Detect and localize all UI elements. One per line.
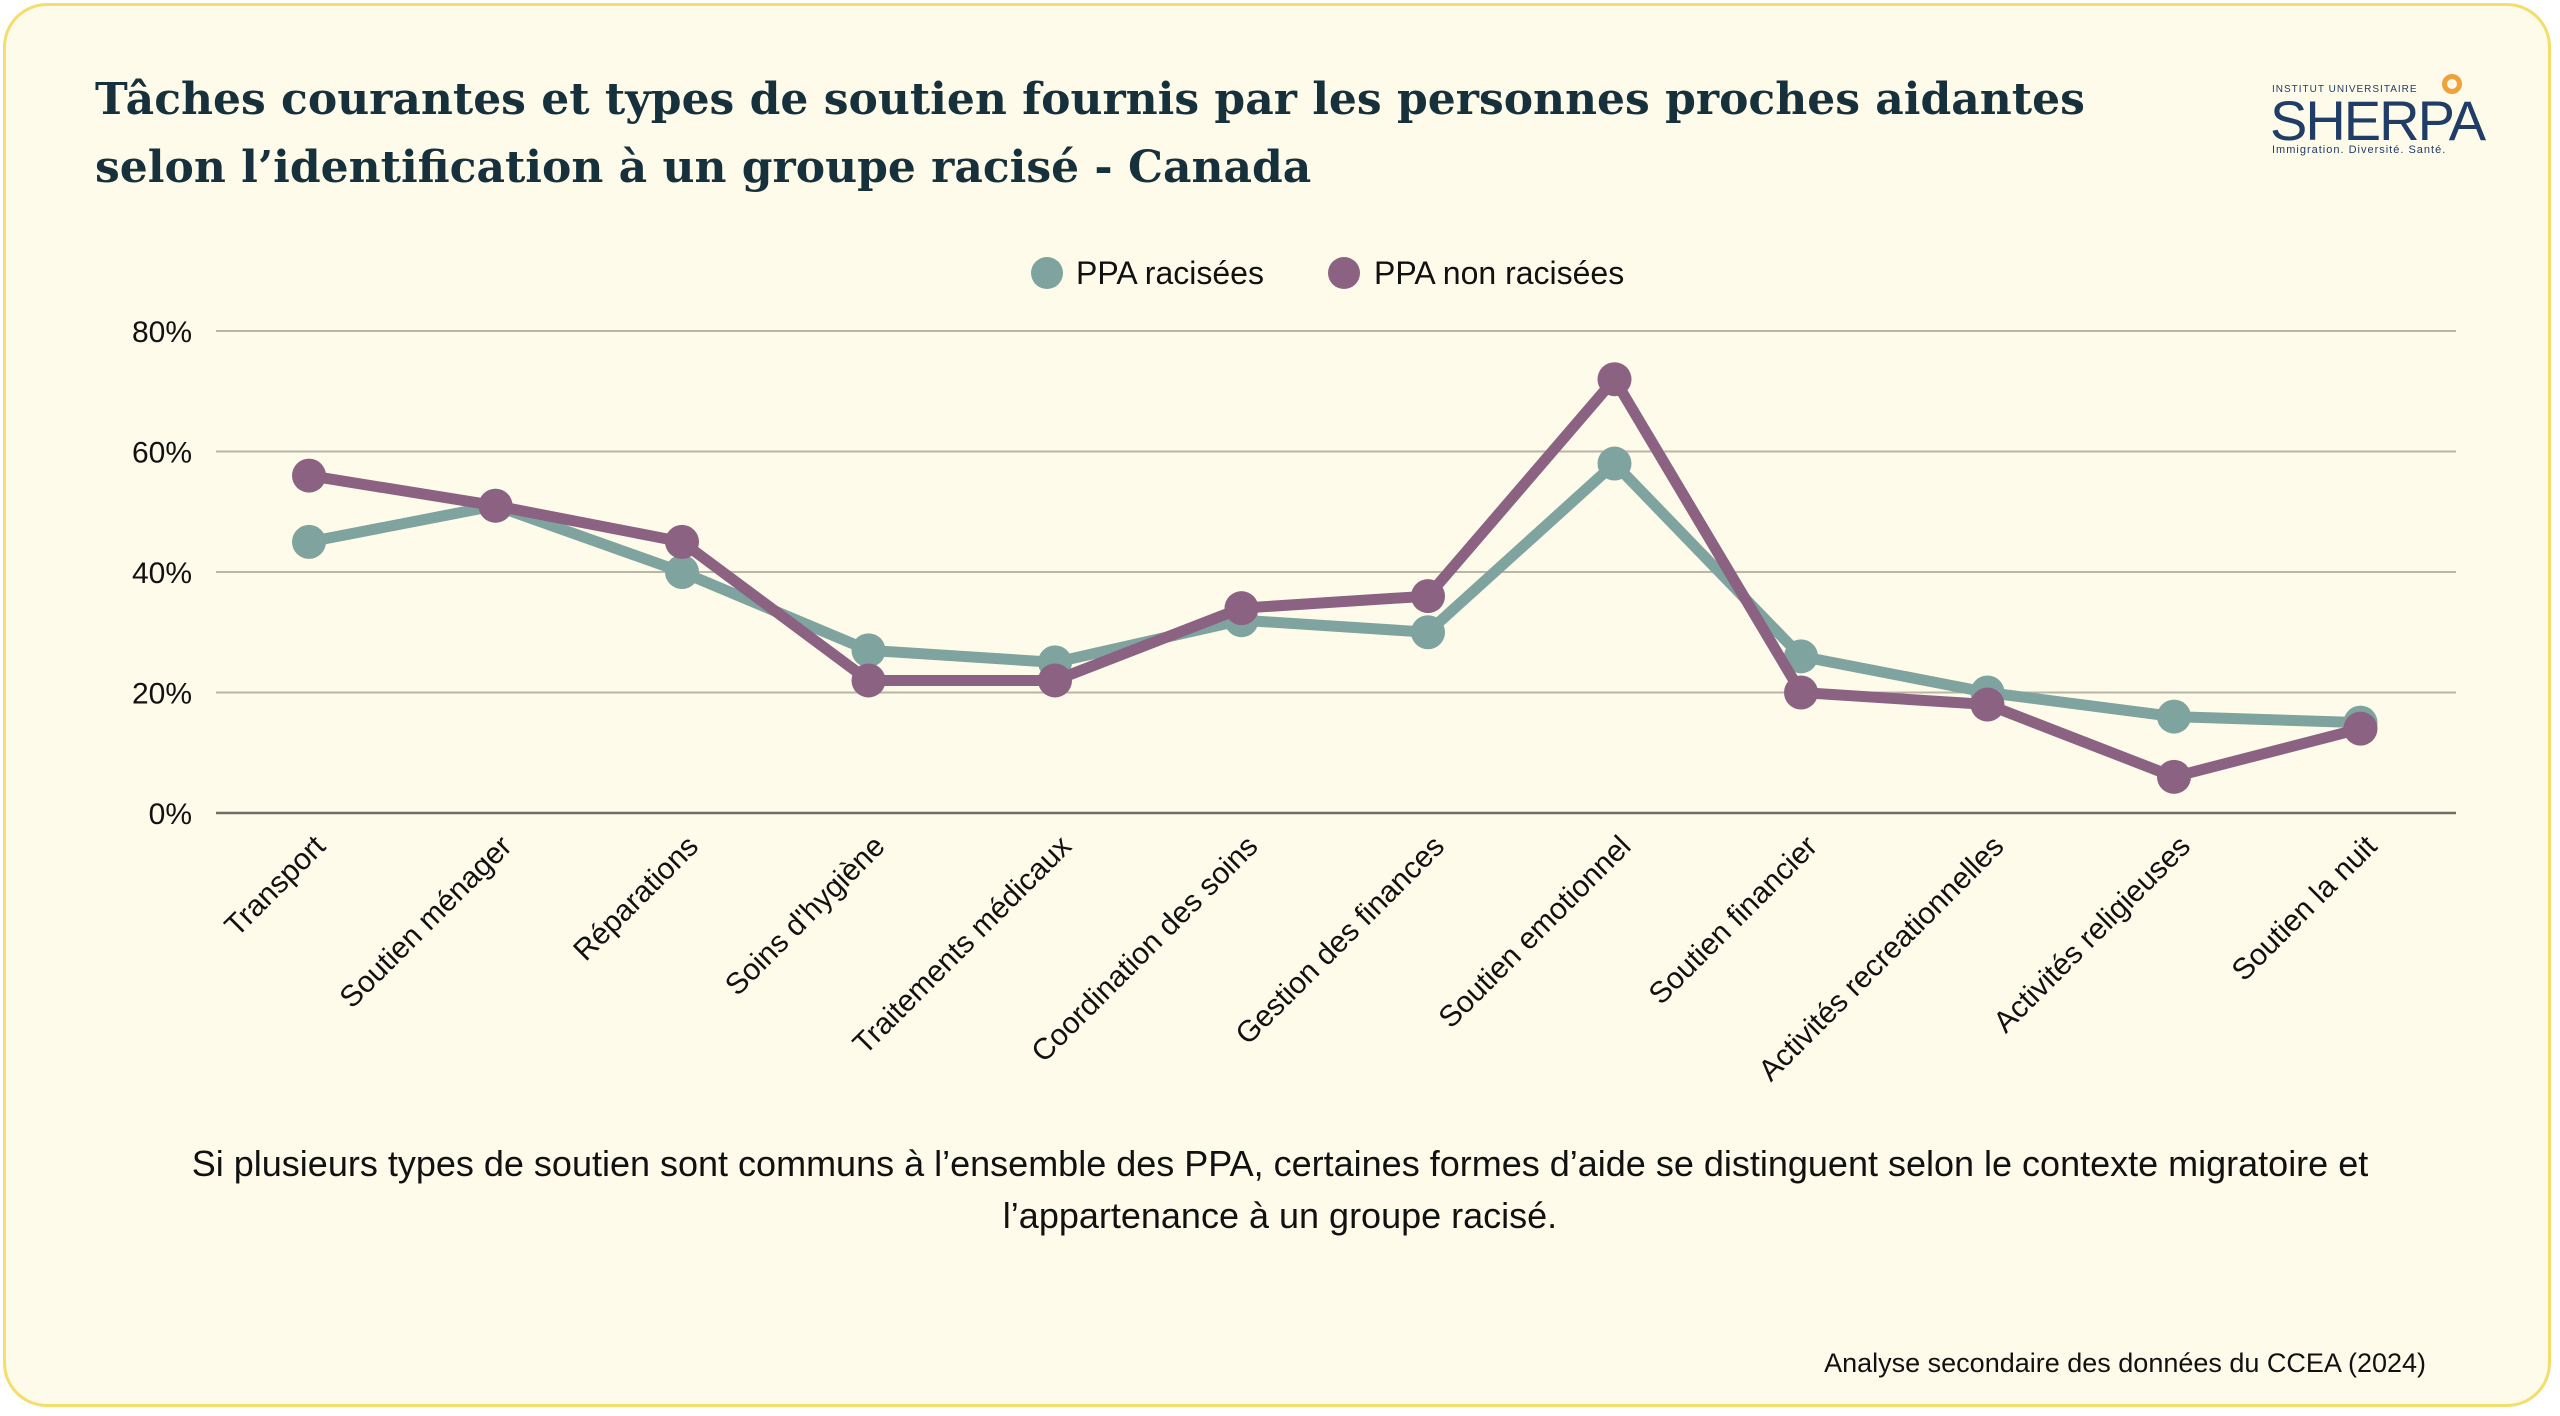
data-point xyxy=(1038,663,1072,698)
x-tick-label: Soins d'hygiène xyxy=(719,830,891,1002)
line-chart: 0% 20% 40% 60% 80% Transport Soutien ménager Ré… xyxy=(132,255,2456,1088)
data-point xyxy=(2157,759,2191,794)
sherpa-logo: INSTITUT UNIVERSITAIRE SHERPA Immigratio… xyxy=(2270,74,2486,164)
data-point xyxy=(478,488,513,523)
data-point xyxy=(1597,446,1632,481)
x-tick-label: Soutien financier xyxy=(1643,830,1824,1011)
data-point xyxy=(2157,699,2191,734)
x-tick-label: Soutien la nuit xyxy=(2226,829,2384,987)
data-point xyxy=(665,524,699,559)
data-point xyxy=(2343,711,2378,746)
legend-marker xyxy=(1328,257,1360,289)
x-tick-label: Transport xyxy=(219,829,333,943)
data-point xyxy=(1784,675,1818,710)
source-note: Analyse secondaire des données du CCEA (… xyxy=(1824,1348,2426,1378)
y-tick-label: 40% xyxy=(132,557,192,590)
y-tick-label: 60% xyxy=(132,437,192,470)
y-tick-label: 80% xyxy=(132,316,192,349)
data-point xyxy=(851,663,886,698)
legend-marker xyxy=(1031,257,1063,289)
legend-label: PPA racisées xyxy=(1076,255,1264,291)
chart-caption: Si plusieurs types de soutien sont commu… xyxy=(191,1143,2369,1236)
data-point xyxy=(1970,687,2005,722)
data-point xyxy=(1411,579,1445,614)
series-line xyxy=(303,458,2366,729)
x-tick-label: Gestion des finances xyxy=(1230,830,1451,1051)
data-point xyxy=(292,458,326,493)
data-point xyxy=(665,555,699,589)
logo-top-text: INSTITUT UNIVERSITAIRE xyxy=(2272,84,2418,95)
series-line xyxy=(303,373,2366,783)
chart-title: Tâches courantes et types de soutien fou… xyxy=(95,74,2085,193)
x-tick-label: Soutien emotionnel xyxy=(1432,830,1637,1035)
x-tick-label: Activités religieuses xyxy=(1987,830,2197,1040)
y-tick-label: 0% xyxy=(149,798,192,831)
data-point xyxy=(1411,615,1445,650)
x-tick-label: Réparations xyxy=(567,830,705,968)
data-point xyxy=(1597,362,1632,397)
data-point xyxy=(292,524,326,559)
y-tick-label: 20% xyxy=(132,678,192,711)
x-tick-label: Soutien ménager xyxy=(334,830,519,1015)
logo-ring-icon xyxy=(2442,74,2462,94)
data-point xyxy=(1784,639,1818,674)
logo-tagline: Immigration. Diversité. Santé. xyxy=(2272,144,2447,156)
logo-main-text: SHERPA xyxy=(2270,89,2486,152)
data-point xyxy=(851,633,886,668)
data-point xyxy=(1224,591,1259,626)
legend-label: PPA non racisées xyxy=(1374,255,1624,291)
